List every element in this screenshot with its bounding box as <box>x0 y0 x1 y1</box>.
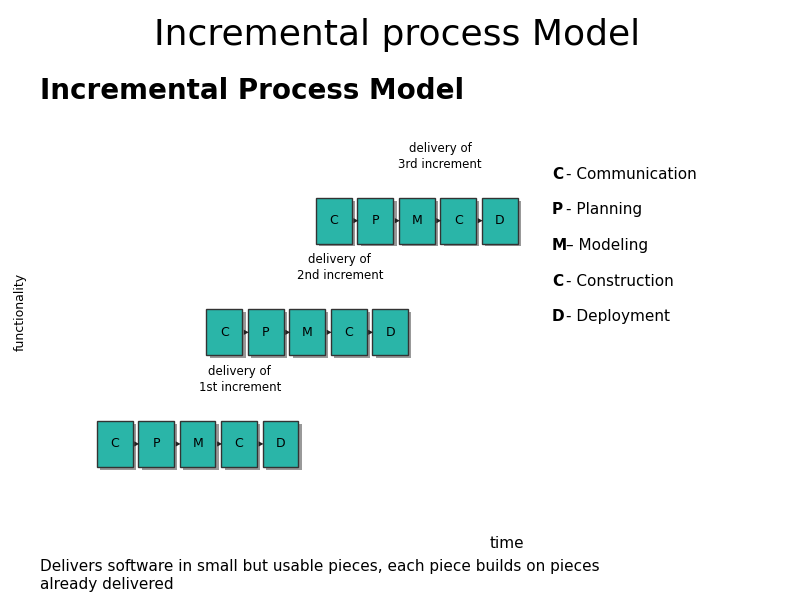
Text: D: D <box>276 437 285 450</box>
Text: D: D <box>552 309 565 324</box>
FancyBboxPatch shape <box>206 309 242 355</box>
FancyBboxPatch shape <box>441 198 476 243</box>
FancyBboxPatch shape <box>251 312 287 358</box>
FancyBboxPatch shape <box>100 424 136 469</box>
Text: D: D <box>495 214 504 227</box>
FancyBboxPatch shape <box>485 201 521 246</box>
FancyBboxPatch shape <box>482 198 518 243</box>
Text: M: M <box>302 326 313 339</box>
FancyBboxPatch shape <box>376 312 411 358</box>
FancyBboxPatch shape <box>372 309 408 355</box>
Text: C: C <box>220 326 229 339</box>
Text: C: C <box>552 167 563 181</box>
Polygon shape <box>395 218 400 223</box>
Text: delivery of
1st increment: delivery of 1st increment <box>198 365 281 394</box>
FancyBboxPatch shape <box>266 424 302 469</box>
FancyBboxPatch shape <box>319 201 355 246</box>
Polygon shape <box>134 441 139 446</box>
FancyBboxPatch shape <box>248 309 283 355</box>
FancyBboxPatch shape <box>183 424 219 469</box>
Polygon shape <box>175 441 181 446</box>
Text: Delivers software in small but usable pieces, each piece builds on pieces
alread: Delivers software in small but usable pi… <box>40 559 599 591</box>
FancyBboxPatch shape <box>316 198 352 243</box>
FancyBboxPatch shape <box>263 421 299 467</box>
Polygon shape <box>244 330 249 335</box>
FancyBboxPatch shape <box>360 201 396 246</box>
FancyBboxPatch shape <box>225 424 260 469</box>
Text: P: P <box>262 326 269 339</box>
Text: - Deployment: - Deployment <box>566 309 670 324</box>
Polygon shape <box>326 330 332 335</box>
Text: M: M <box>192 437 203 450</box>
FancyBboxPatch shape <box>210 312 245 358</box>
Text: Incremental process Model: Incremental process Model <box>154 18 640 52</box>
Text: M: M <box>411 214 422 227</box>
FancyBboxPatch shape <box>357 198 393 243</box>
Text: C: C <box>454 214 463 227</box>
FancyBboxPatch shape <box>289 309 325 355</box>
Text: C: C <box>235 437 244 450</box>
FancyBboxPatch shape <box>334 312 370 358</box>
Polygon shape <box>218 441 222 446</box>
Text: C: C <box>330 214 338 227</box>
FancyBboxPatch shape <box>399 198 434 243</box>
Text: Incremental Process Model: Incremental Process Model <box>40 77 464 105</box>
Text: P: P <box>552 202 563 217</box>
Text: delivery of
2nd increment: delivery of 2nd increment <box>297 253 383 283</box>
FancyBboxPatch shape <box>222 421 257 467</box>
FancyBboxPatch shape <box>331 309 367 355</box>
Text: functionality: functionality <box>13 273 26 352</box>
Text: time: time <box>489 536 524 550</box>
Polygon shape <box>478 218 483 223</box>
Text: P: P <box>372 214 379 227</box>
FancyBboxPatch shape <box>97 421 133 467</box>
Polygon shape <box>259 441 264 446</box>
FancyBboxPatch shape <box>141 424 177 469</box>
Text: delivery of
3rd increment: delivery of 3rd increment <box>398 142 482 171</box>
Text: C: C <box>110 437 119 450</box>
Text: – Modeling: – Modeling <box>566 238 648 253</box>
Text: - Planning: - Planning <box>566 202 642 217</box>
FancyBboxPatch shape <box>403 201 438 246</box>
Text: - Communication: - Communication <box>566 167 697 181</box>
Polygon shape <box>368 330 373 335</box>
Text: C: C <box>345 326 353 339</box>
Text: M: M <box>552 238 567 253</box>
FancyBboxPatch shape <box>293 312 329 358</box>
FancyBboxPatch shape <box>444 201 480 246</box>
Text: C: C <box>552 274 563 289</box>
Text: D: D <box>385 326 395 339</box>
Polygon shape <box>436 218 441 223</box>
FancyBboxPatch shape <box>179 421 215 467</box>
Text: - Construction: - Construction <box>566 274 674 289</box>
FancyBboxPatch shape <box>138 421 174 467</box>
Text: P: P <box>152 437 160 450</box>
Polygon shape <box>285 330 291 335</box>
Polygon shape <box>353 218 358 223</box>
